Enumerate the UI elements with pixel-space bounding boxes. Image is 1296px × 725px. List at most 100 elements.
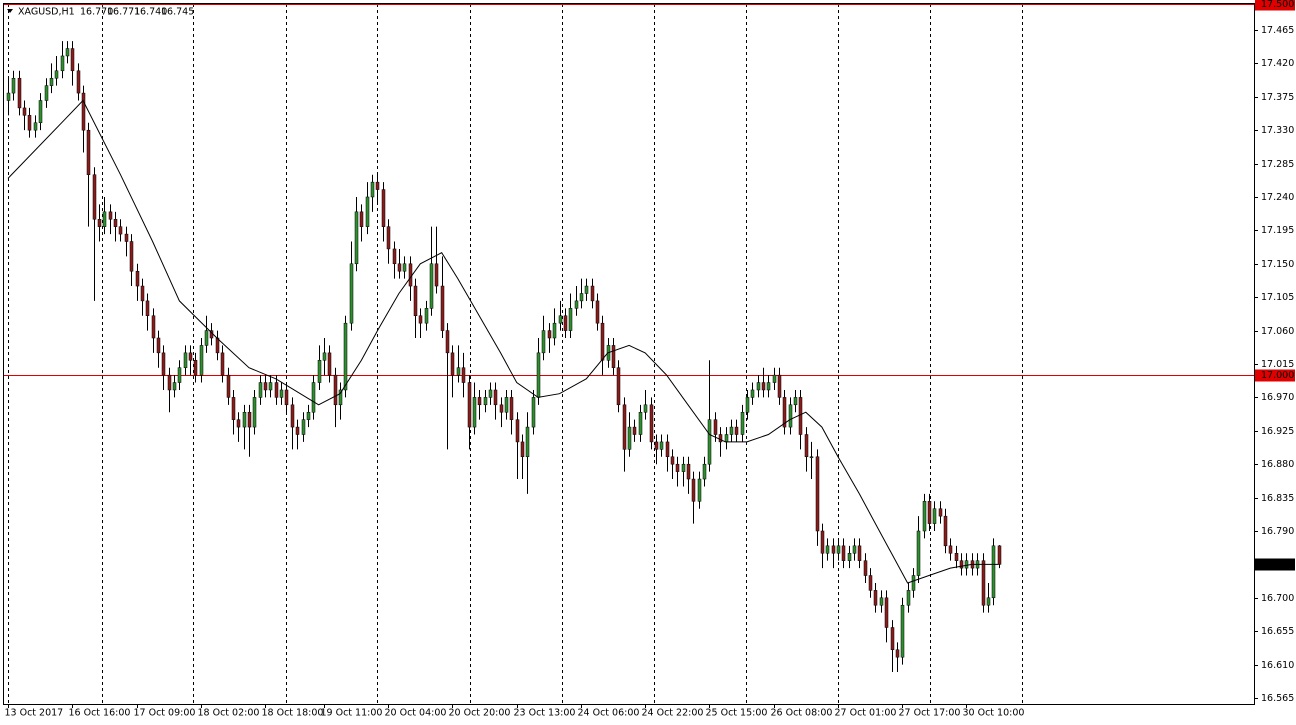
candle-body bbox=[27, 115, 32, 131]
y-tick-label: 17.330 bbox=[1261, 125, 1294, 136]
candle-body bbox=[6, 92, 11, 101]
x-tick-label: 25 Oct 15:00 bbox=[706, 708, 768, 719]
candle-body bbox=[450, 352, 455, 376]
candle-body bbox=[381, 189, 386, 227]
header-symbol: XAGUSD,H1 bbox=[18, 7, 75, 18]
candle-body bbox=[306, 411, 311, 420]
y-tick-label: 16.700 bbox=[1261, 593, 1294, 604]
candle-body bbox=[322, 352, 327, 361]
candle-body bbox=[627, 426, 632, 450]
candle-body bbox=[991, 545, 996, 599]
candle-body bbox=[402, 263, 407, 272]
candle-body bbox=[477, 397, 482, 406]
candle-body bbox=[713, 419, 718, 435]
candle-body bbox=[964, 560, 969, 569]
candle-body bbox=[745, 397, 750, 413]
candle-body bbox=[60, 55, 65, 72]
candle-body bbox=[370, 181, 375, 198]
candle-body bbox=[900, 604, 905, 658]
x-tick-label: 18 Oct 18:00 bbox=[262, 708, 324, 719]
x-tick-label: 24 Oct 06:00 bbox=[578, 708, 640, 719]
candle-body bbox=[531, 397, 536, 428]
candle-body bbox=[616, 367, 621, 406]
candle-body bbox=[761, 382, 766, 391]
level-label-box bbox=[1255, 0, 1295, 11]
candle-body bbox=[483, 397, 488, 406]
candle-body bbox=[595, 300, 600, 324]
candle-body bbox=[252, 397, 257, 428]
candle-body bbox=[691, 478, 696, 502]
candle-body bbox=[311, 382, 316, 413]
x-tick-label: 20 Oct 04:00 bbox=[385, 708, 447, 719]
candle-body bbox=[424, 308, 429, 324]
candle-body bbox=[263, 382, 268, 391]
candle-body bbox=[707, 419, 712, 465]
candle-body bbox=[76, 70, 81, 94]
level-label-box bbox=[1255, 369, 1295, 382]
candle-body bbox=[499, 404, 504, 413]
candle-body bbox=[408, 263, 413, 287]
candle-body bbox=[231, 397, 236, 420]
candle-body bbox=[654, 441, 659, 450]
candle-body bbox=[568, 308, 573, 331]
candle-body bbox=[295, 426, 300, 435]
candle-body bbox=[734, 426, 739, 435]
candle-body bbox=[17, 77, 22, 109]
candle-body bbox=[268, 382, 273, 391]
level-label: 17.500 bbox=[1261, 0, 1294, 10]
candle-body bbox=[541, 330, 546, 354]
x-tick-label: 30 Oct 10:00 bbox=[963, 708, 1025, 719]
candle-body bbox=[873, 590, 878, 606]
candle-body bbox=[140, 285, 145, 302]
candle-body bbox=[922, 501, 927, 532]
candle-body bbox=[86, 129, 91, 175]
candle-body bbox=[868, 575, 873, 591]
candle-body bbox=[161, 352, 166, 376]
header-value: 16.770 bbox=[80, 7, 113, 18]
candle-body bbox=[729, 426, 734, 435]
y-tick-label: 16.790 bbox=[1261, 526, 1294, 537]
candle-body bbox=[226, 374, 231, 398]
candle-body bbox=[386, 226, 391, 250]
candle-body bbox=[793, 397, 798, 406]
candle-body bbox=[440, 285, 445, 331]
candle-body bbox=[659, 441, 664, 450]
y-tick-label: 17.375 bbox=[1261, 92, 1294, 103]
candle-body bbox=[317, 360, 322, 383]
candle-body bbox=[11, 77, 16, 94]
y-tick-label: 16.880 bbox=[1261, 459, 1294, 470]
x-tick-label: 27 Oct 01:00 bbox=[835, 708, 897, 719]
candle-body bbox=[49, 77, 54, 86]
x-tick-label: 19 Oct 11:00 bbox=[321, 708, 383, 719]
candle-body bbox=[343, 322, 348, 391]
y-tick-label: 17.195 bbox=[1261, 225, 1294, 236]
candle-body bbox=[954, 553, 959, 561]
candle-body bbox=[643, 404, 648, 413]
candle-body bbox=[236, 419, 241, 428]
y-tick-label: 16.655 bbox=[1261, 626, 1294, 637]
header-value: 16.771 bbox=[107, 7, 140, 18]
header-value: 16.745 bbox=[161, 7, 194, 18]
y-tick-label: 17.420 bbox=[1261, 58, 1294, 69]
x-tick-label: 16 Oct 16:00 bbox=[69, 708, 131, 719]
candle-body bbox=[429, 263, 434, 309]
candle-body bbox=[820, 530, 825, 554]
candle-body bbox=[675, 463, 680, 472]
candle-body bbox=[204, 330, 209, 346]
candle-body bbox=[574, 300, 579, 309]
candle-body bbox=[649, 404, 654, 443]
candle-body bbox=[108, 211, 113, 220]
candle-body bbox=[959, 560, 964, 569]
candle-body bbox=[70, 48, 75, 72]
candle-body bbox=[718, 434, 723, 443]
candle-body bbox=[686, 463, 691, 480]
candle-body bbox=[284, 389, 289, 406]
y-tick-label: 16.565 bbox=[1261, 693, 1294, 704]
candle-body bbox=[520, 441, 525, 458]
candle-body bbox=[456, 367, 461, 376]
candle-body bbox=[782, 397, 787, 428]
candle-body bbox=[558, 315, 563, 324]
level-label: 17.000 bbox=[1261, 370, 1294, 381]
y-tick-label: 17.150 bbox=[1261, 259, 1294, 270]
